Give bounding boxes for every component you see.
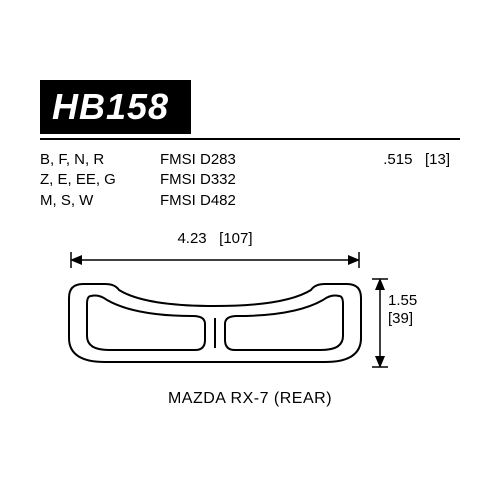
- height-mm: [39]: [388, 310, 448, 328]
- width-dimension-label: 4.23 [107]: [70, 230, 360, 247]
- height-arrow-icon: [372, 278, 388, 368]
- part-number-text: HB158: [52, 86, 169, 127]
- width-mm: [107]: [219, 230, 252, 247]
- fmsi-line2: FMSI D332: [160, 170, 300, 190]
- thickness-spec: .515 [13]: [300, 150, 460, 211]
- compounds-line1: B, F, N, R: [40, 150, 160, 170]
- spec-sheet: HB158 B, F, N, R Z, E, EE, G M, S, W FMS…: [30, 30, 470, 470]
- width-arrow-icon: [70, 252, 360, 268]
- thickness-inches: .515: [383, 151, 412, 168]
- height-dimension-label: 1.55 [39]: [388, 292, 448, 328]
- compounds-line3: M, S, W: [40, 191, 160, 211]
- width-inches: 4.23: [177, 230, 206, 247]
- product-label: MAZDA RX-7 (REAR): [40, 390, 460, 408]
- compounds-line2: Z, E, EE, G: [40, 170, 160, 190]
- divider-line: [40, 138, 460, 140]
- brake-pad-outline-icon: [65, 278, 365, 368]
- specs-row: B, F, N, R Z, E, EE, G M, S, W FMSI D283…: [40, 150, 460, 211]
- fmsi-line1: FMSI D283: [160, 150, 300, 170]
- part-number-badge: HB158: [40, 80, 191, 134]
- fmsi-list: FMSI D283 FMSI D332 FMSI D482: [160, 150, 300, 211]
- height-inches: 1.55: [388, 292, 448, 310]
- thickness-mm: [13]: [425, 151, 450, 168]
- fmsi-line3: FMSI D482: [160, 191, 300, 211]
- compounds-list: B, F, N, R Z, E, EE, G M, S, W: [40, 150, 160, 211]
